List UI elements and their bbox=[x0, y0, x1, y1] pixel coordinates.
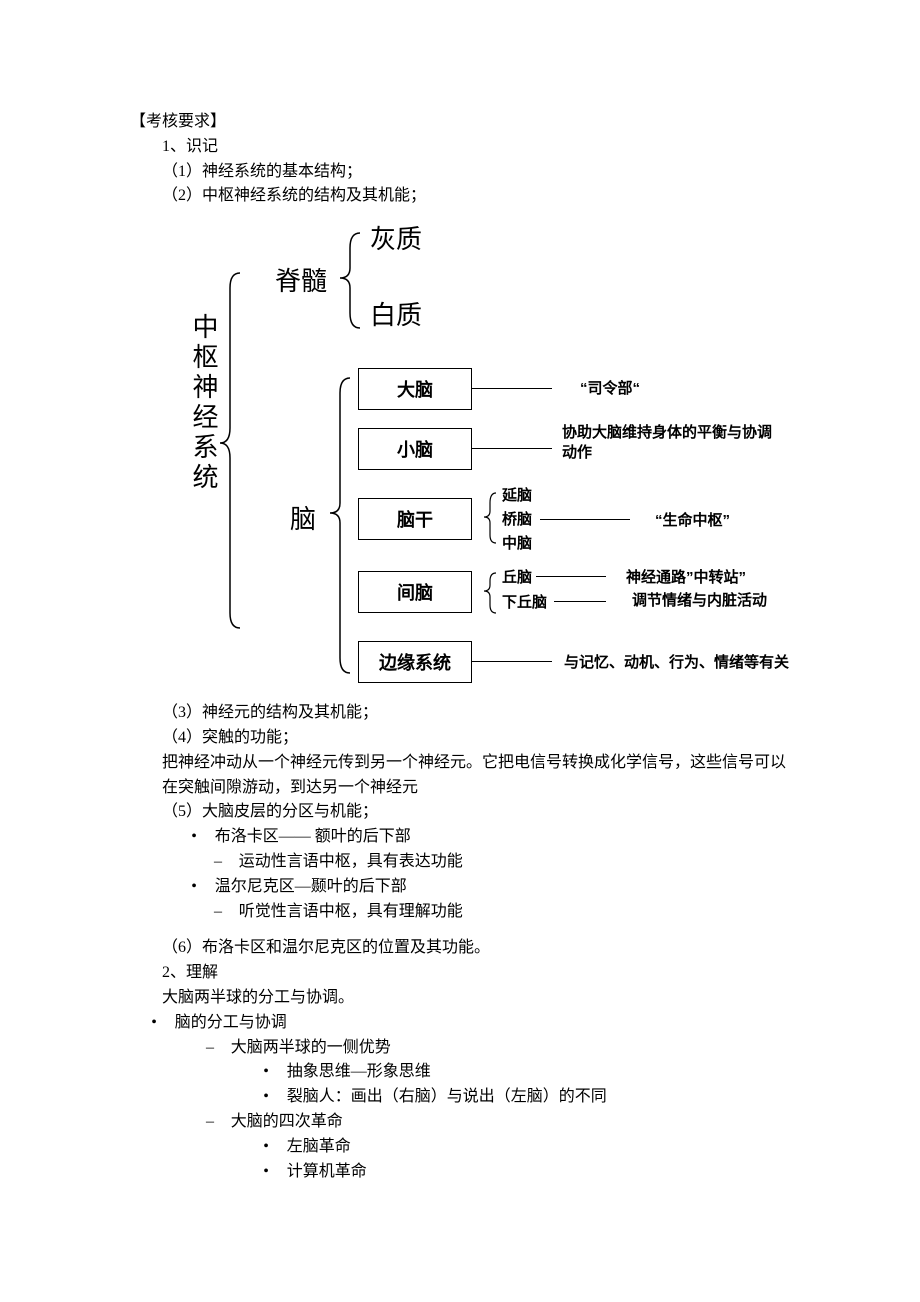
a1i: •抽象思维—形象思维 bbox=[130, 1060, 800, 1085]
sub-yan: 延脑 bbox=[502, 486, 532, 506]
h1: •脑的分工与协调 bbox=[130, 1011, 800, 1036]
desc-bianyuan: 与记忆、动机、行为、情绪等有关 bbox=[564, 653, 789, 673]
sub-qiao: 桥脑 bbox=[502, 510, 532, 530]
desc-jiannao-b: 调节情绪与内脏活动 bbox=[632, 591, 767, 611]
a1-text: 大脑两半球的一侧优势 bbox=[231, 1036, 391, 1061]
a2-text: 大脑的四次革命 bbox=[231, 1110, 343, 1135]
box-naogan: 脑干 bbox=[358, 498, 472, 540]
point-5: （5）大脑皮层的分区与机能； bbox=[130, 800, 800, 825]
point-4: （4）突触的功能； bbox=[130, 726, 800, 751]
p5a1: –运动性言语中枢，具有表达功能 bbox=[130, 850, 800, 875]
sub-xiaqiu: 下丘脑 bbox=[502, 593, 547, 613]
a1: –大脑两半球的一侧优势 bbox=[130, 1036, 800, 1061]
p5b1: –听觉性言语中枢，具有理解功能 bbox=[130, 900, 800, 925]
graymatter-label: 灰质 bbox=[370, 219, 422, 256]
a1ii: •裂脑人：画出（右脑）与说出（左脑）的不同 bbox=[130, 1085, 800, 1110]
p5a1-text: 运动性言语中枢，具有表达功能 bbox=[239, 850, 463, 875]
a1ii-text: 裂脑人：画出（右脑）与说出（左脑）的不同 bbox=[287, 1085, 607, 1110]
p5b: •温尔尼克区—颞叶的后下部 bbox=[130, 875, 800, 900]
point-1: （1）神经系统的基本结构； bbox=[130, 160, 800, 185]
point-3: （3）神经元的结构及其机能； bbox=[130, 701, 800, 726]
a2ii: •计算机革命 bbox=[130, 1160, 800, 1185]
box-dabrain: 大脑 bbox=[358, 368, 472, 410]
a2ii-text: 计算机革命 bbox=[287, 1160, 367, 1185]
p5b1-text: 听觉性言语中枢，具有理解功能 bbox=[239, 900, 463, 925]
a2: –大脑的四次革命 bbox=[130, 1110, 800, 1135]
whitematter-label: 白质 bbox=[370, 295, 422, 332]
a1i-text: 抽象思维—形象思维 bbox=[287, 1060, 431, 1085]
point-6: （6）布洛卡区和温尔尼克区的位置及其功能。 bbox=[130, 936, 800, 961]
sub-zhong: 中脑 bbox=[502, 534, 532, 554]
box-jiannao: 间脑 bbox=[358, 571, 472, 613]
p5a: •布洛卡区—— 额叶的后下部 bbox=[130, 825, 800, 850]
h1-text: 脑的分工与协调 bbox=[175, 1011, 287, 1036]
p5b-text: 温尔尼克区—颞叶的后下部 bbox=[215, 875, 407, 900]
sec2-title: 2、理解 bbox=[130, 961, 800, 986]
sec1-title: 1、识记 bbox=[130, 135, 800, 160]
box-bianyuan: 边缘系统 bbox=[358, 641, 472, 683]
box-xiaobrain: 小脑 bbox=[358, 428, 472, 470]
root-label: 中枢神经系统 bbox=[185, 313, 222, 493]
sub-qiu: 丘脑 bbox=[502, 568, 532, 588]
a2i: •左脑革命 bbox=[130, 1135, 800, 1160]
a2i-text: 左脑革命 bbox=[287, 1135, 351, 1160]
point-4-body: 把神经冲动从一个神经元传到另一个神经元。它把电信号转换成化学信号，这些信号可以在… bbox=[130, 751, 800, 801]
spinal-label: 脊髓 bbox=[275, 261, 327, 298]
desc-dabrain: “司令部“ bbox=[580, 379, 640, 399]
sec2-intro: 大脑两半球的分工与协调。 bbox=[130, 986, 800, 1011]
desc-xiaobrain: 协助大脑维持身体的平衡与协调动作 bbox=[562, 423, 772, 462]
point-2: （2）中枢神经系统的结构及其机能； bbox=[130, 184, 800, 209]
p5a-text: 布洛卡区—— 额叶的后下部 bbox=[215, 825, 411, 850]
section-header: 【考核要求】 bbox=[130, 110, 800, 135]
desc-naogan: “生命中枢” bbox=[655, 511, 730, 531]
desc-jiannao-a: 神经通路”中转站” bbox=[626, 568, 746, 588]
cns-diagram: 中枢神经系统 脊髓 灰质 白质 脑 大脑 小脑 脑干 间脑 边缘系统 “司令部“… bbox=[180, 213, 860, 693]
brain-label: 脑 bbox=[290, 499, 316, 536]
